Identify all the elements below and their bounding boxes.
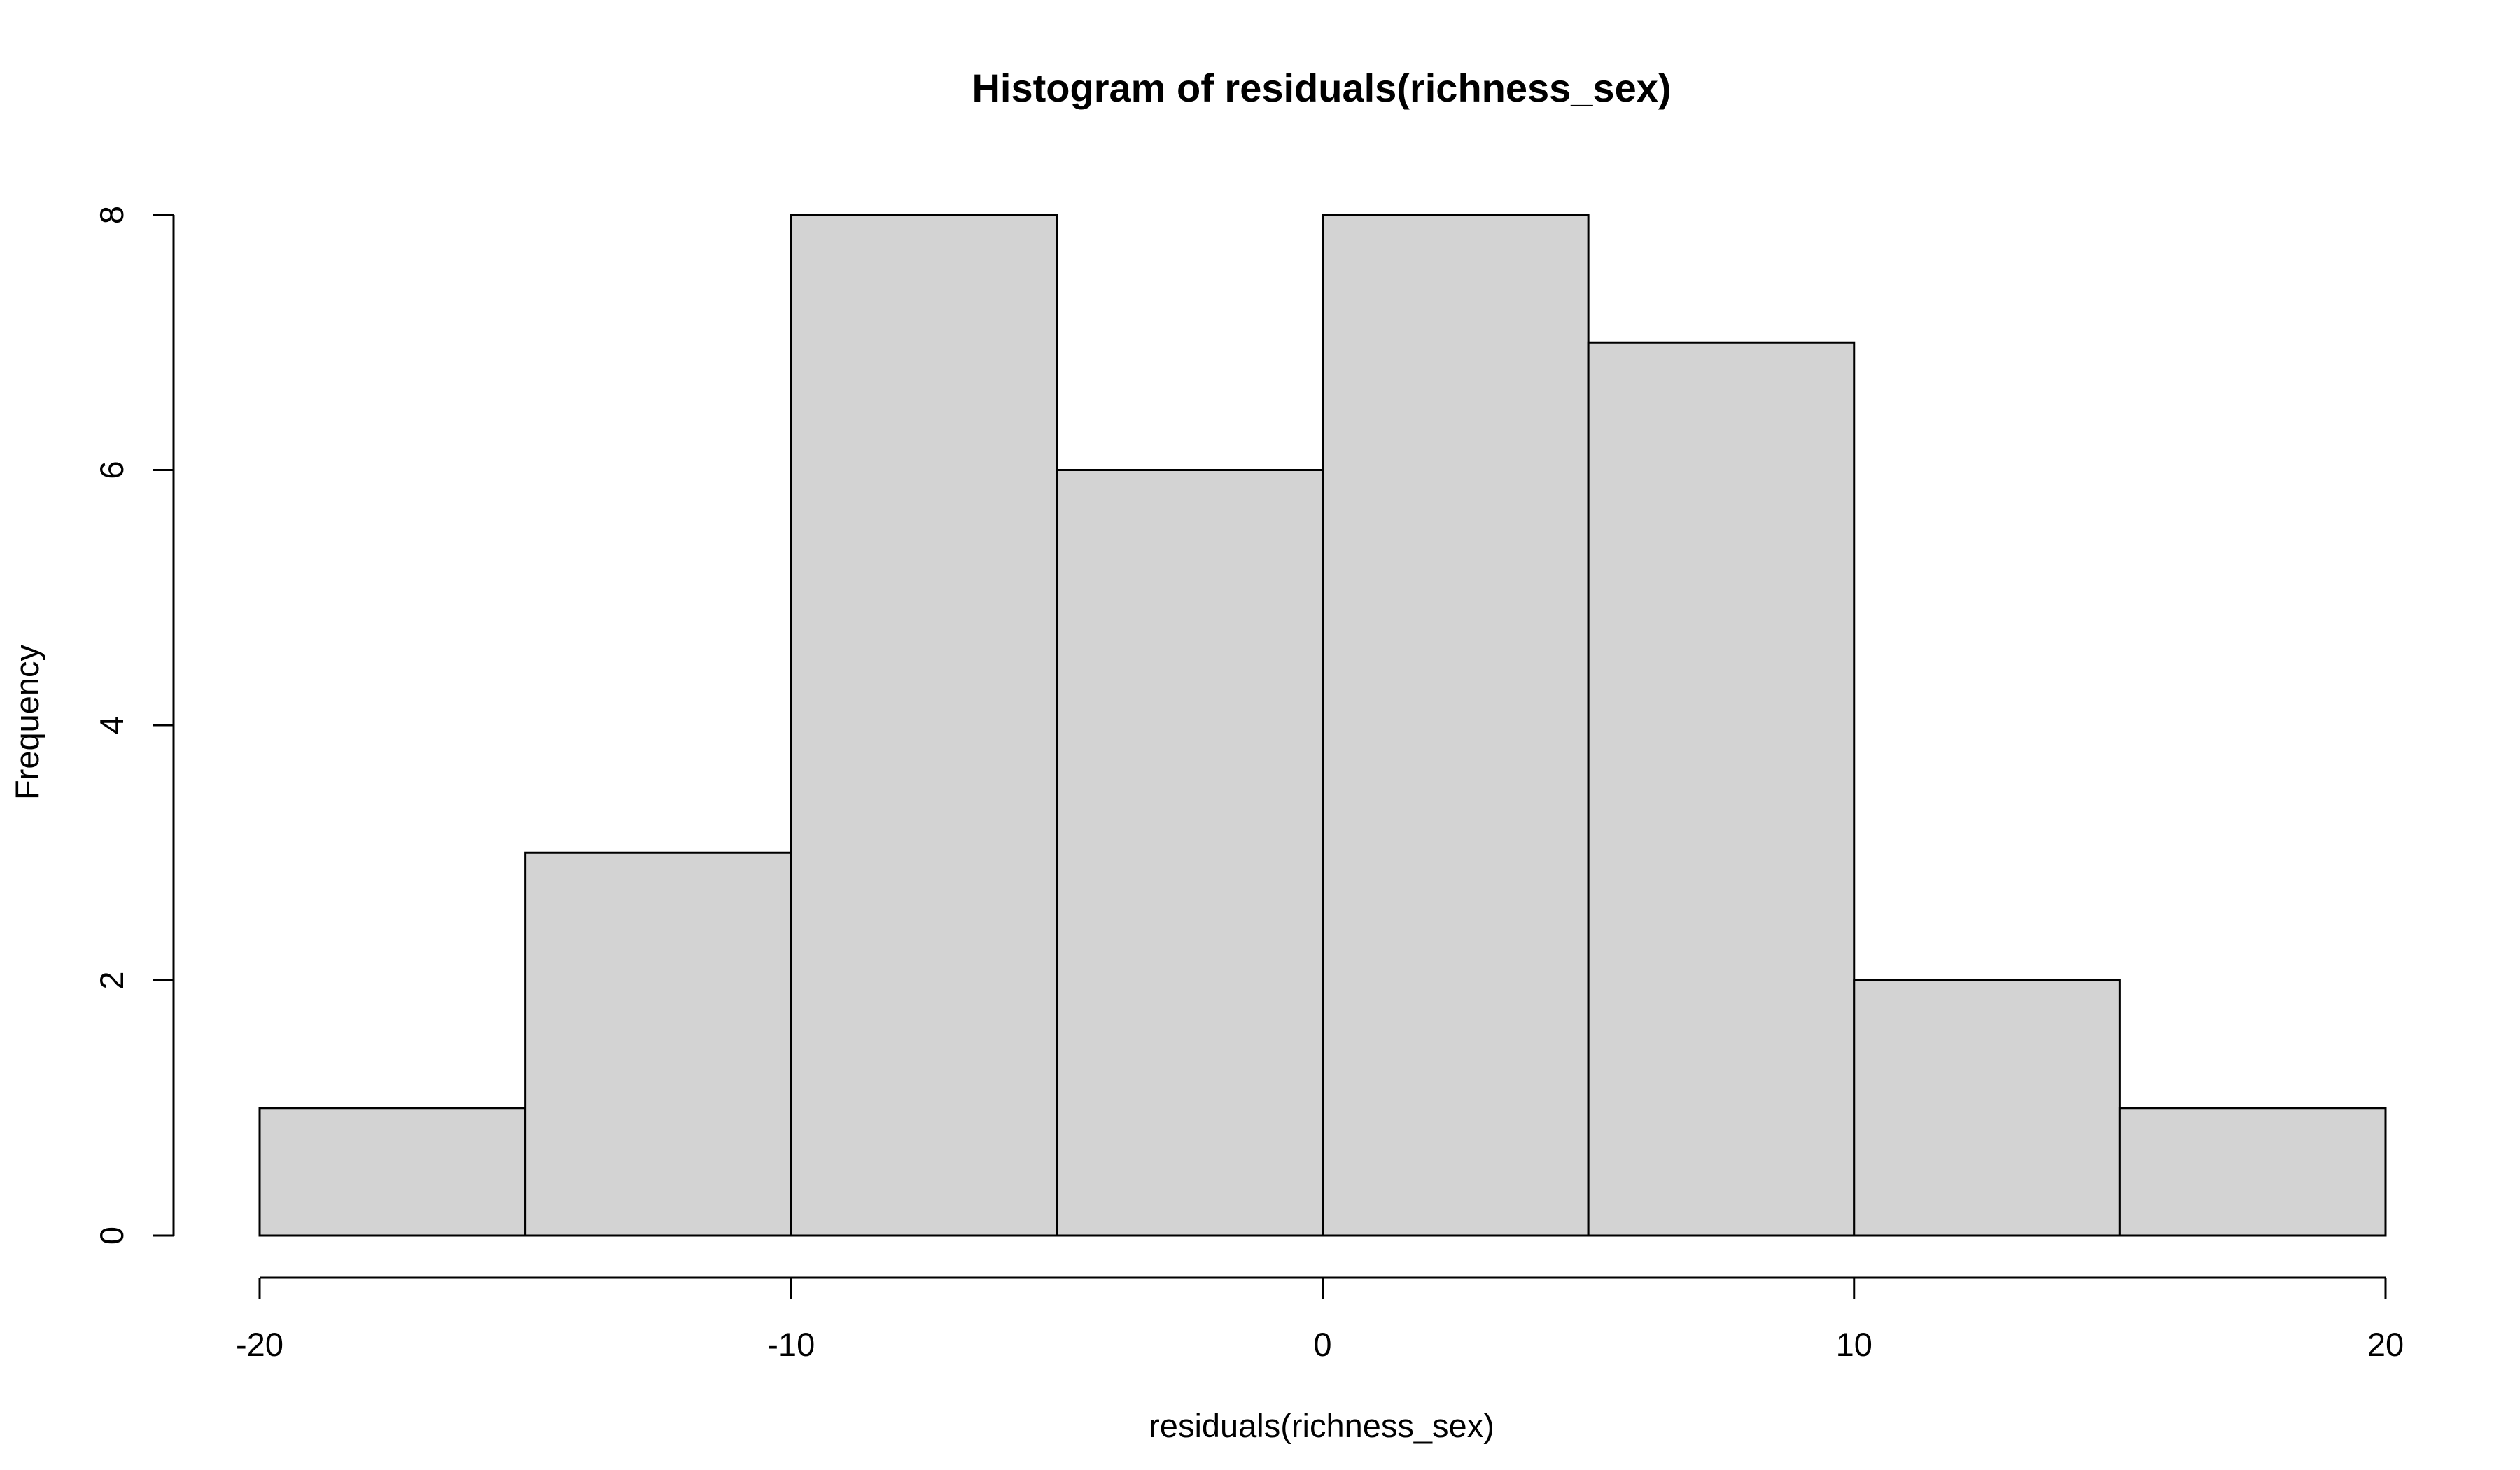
- x-axis-title: residuals(richness_sex): [1149, 1407, 1494, 1444]
- x-tick-label: -20: [236, 1326, 284, 1363]
- histogram-bar: [790, 214, 1058, 1237]
- bars-layer: [258, 214, 2387, 1237]
- x-tick-label: 10: [1836, 1326, 1872, 1363]
- chart-title: Histogram of residuals(richness_sex): [972, 66, 1671, 110]
- x-tick-label: 0: [1313, 1326, 1331, 1363]
- x-tick-label: -10: [767, 1326, 815, 1363]
- y-tick-label: 4: [93, 716, 130, 734]
- y-axis-title: Frequency: [8, 644, 46, 800]
- y-tick-label: 0: [93, 1226, 130, 1245]
- y-tick-label: 8: [93, 206, 130, 224]
- histogram-bar: [1853, 979, 2121, 1237]
- y-tick-label: 6: [93, 461, 130, 479]
- histogram-bar: [1587, 341, 1856, 1237]
- x-axis: -20 -10 0 10 20: [236, 1276, 2404, 1363]
- histogram-bar: [1322, 214, 1590, 1237]
- y-axis: 0 2 4 6 8: [93, 206, 175, 1245]
- y-tick-label: 2: [93, 971, 130, 989]
- histogram-bar: [1056, 469, 1324, 1237]
- histogram-bar: [524, 851, 792, 1237]
- histogram-bar: [2118, 1107, 2387, 1237]
- histogram-bar: [258, 1107, 527, 1237]
- x-tick-label: 20: [2367, 1326, 2404, 1363]
